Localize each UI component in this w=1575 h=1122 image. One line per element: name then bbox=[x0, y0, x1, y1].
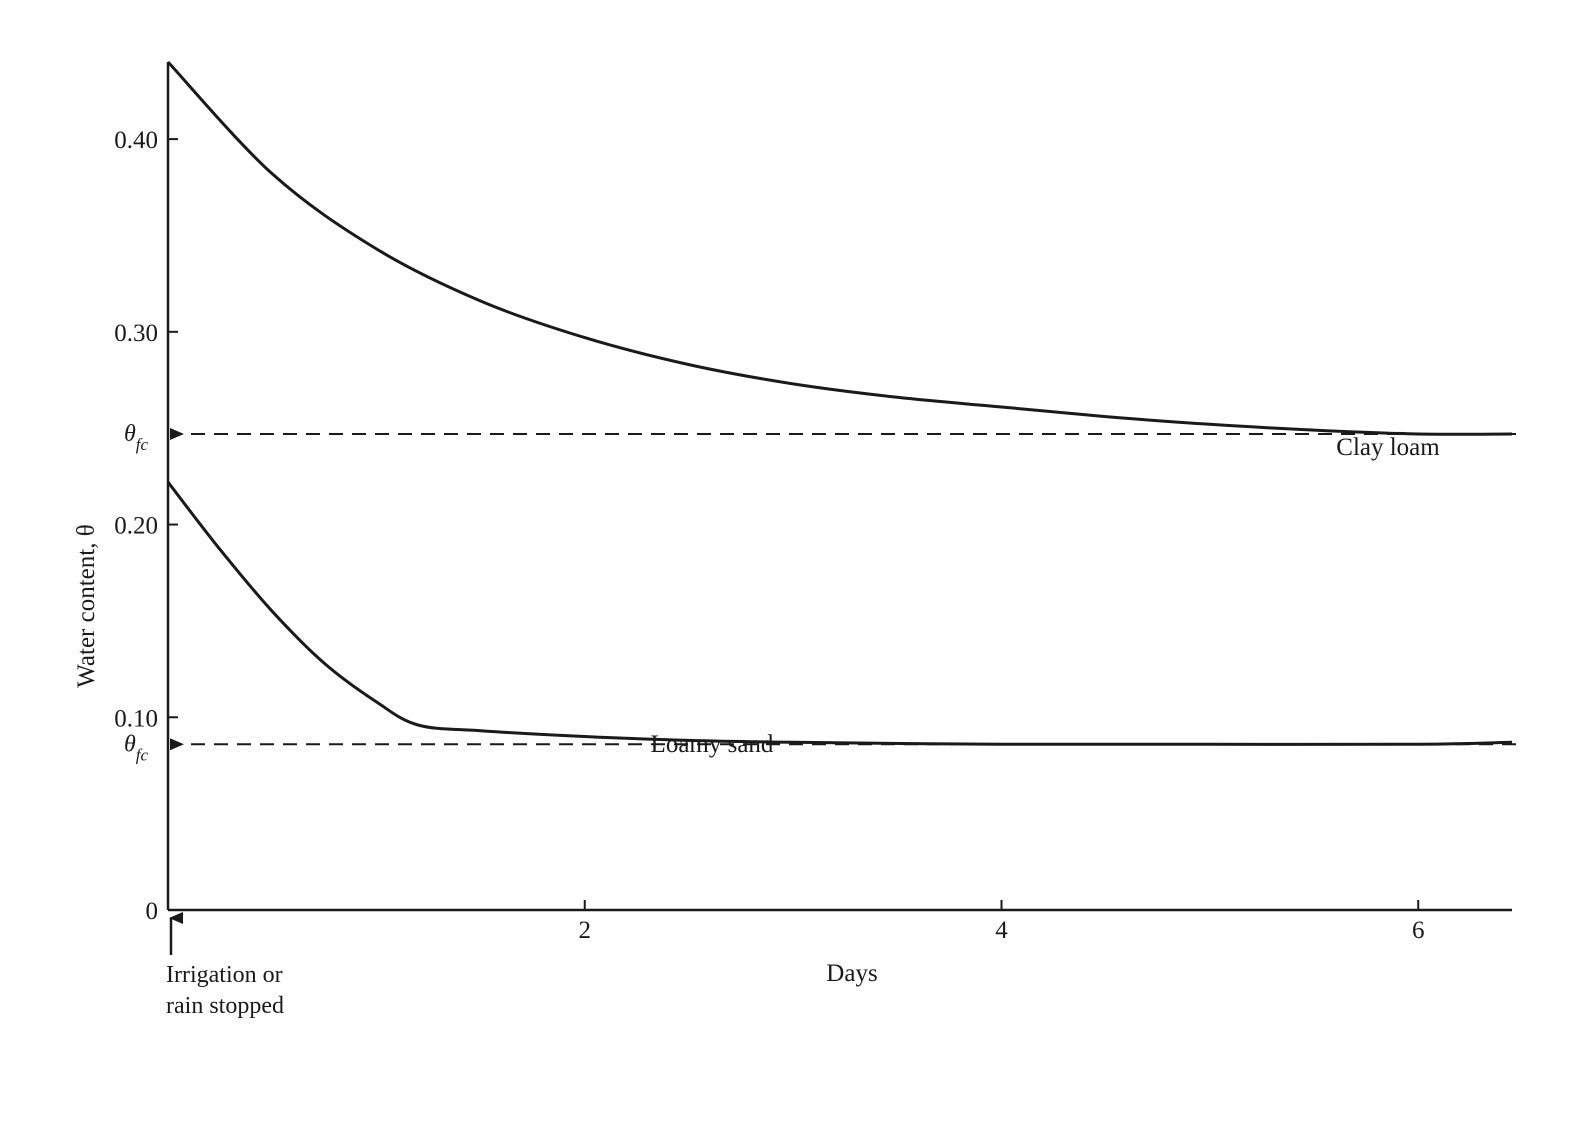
series-label-loamy-sand: Loamy sand bbox=[651, 731, 774, 758]
x-tick-label: 2 bbox=[578, 917, 591, 944]
y-tick-label: 0.20 bbox=[114, 513, 158, 540]
annotation-line-1: Irrigation or bbox=[166, 962, 283, 988]
x-axis-title: Days bbox=[826, 960, 877, 987]
x-tick-label: 4 bbox=[995, 917, 1008, 944]
series-line-loamy-sand bbox=[166, 481, 1513, 746]
series-line-clay-loam bbox=[166, 60, 1513, 436]
y-tick-label: 0 bbox=[146, 898, 159, 925]
y-tick-label: 0.10 bbox=[114, 705, 158, 732]
series-label-clay-loam: Clay loam bbox=[1336, 434, 1440, 461]
y-axis-title: Water content, θ bbox=[73, 524, 100, 687]
series-lines bbox=[166, 60, 1513, 746]
y-tick-label: 0.30 bbox=[114, 320, 158, 347]
field-capacity-label: θfc bbox=[124, 421, 149, 454]
y-tick-label: 0.40 bbox=[114, 127, 158, 154]
series-labels: Clay loam Loamy sand bbox=[651, 434, 1441, 758]
x-ticks: 2 4 6 bbox=[578, 900, 1424, 944]
axes bbox=[166, 62, 1512, 912]
annotation-line-2: rain stopped bbox=[166, 993, 284, 1019]
irrigation-annotation: Irrigation or rain stopped bbox=[166, 912, 284, 1019]
field-capacity-lines: θfc θfc bbox=[124, 421, 1516, 764]
y-ticks: 0 0.10 0.20 0.30 0.40 bbox=[114, 127, 178, 925]
field-capacity-label: θfc bbox=[124, 731, 149, 764]
x-tick-label: 6 bbox=[1412, 917, 1425, 944]
